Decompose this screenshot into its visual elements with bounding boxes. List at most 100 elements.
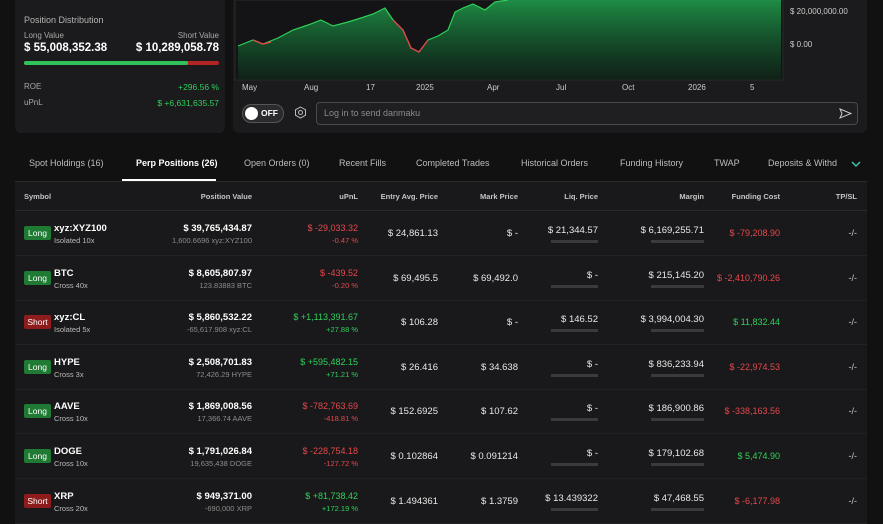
position-size: 123.83883 BTC bbox=[199, 280, 252, 290]
position-size: -690,000 XRP bbox=[204, 503, 252, 513]
liq-price: $ - bbox=[586, 448, 598, 459]
x-label: Apr bbox=[487, 83, 500, 92]
upnl: $ -228,754.18 bbox=[302, 446, 358, 456]
upnl: $ -439.52 bbox=[319, 267, 358, 278]
tab[interactable]: Funding History bbox=[620, 158, 684, 168]
summary-title: Position Distribution bbox=[24, 15, 104, 25]
margin-mode: Isolated 10x bbox=[54, 236, 95, 245]
x-label: 5 bbox=[750, 83, 755, 92]
danmaku-input[interactable]: Log in to send danmaku bbox=[316, 102, 858, 125]
tab[interactable]: Open Orders (0) bbox=[244, 158, 310, 168]
margin: $ 186,900.86 bbox=[648, 403, 704, 415]
liq-bar bbox=[551, 240, 598, 243]
roe-value: +296.56 % bbox=[178, 82, 219, 92]
liq-bar bbox=[551, 373, 598, 377]
symbol[interactable]: xyz:CL bbox=[54, 312, 86, 324]
margin: $ 6,169,255.71 bbox=[640, 225, 704, 236]
liq-price: $ 13.439322 bbox=[545, 492, 598, 504]
row-divider bbox=[15, 388, 867, 390]
funding-cost: $ 11,832.44 bbox=[733, 317, 780, 328]
position-size: -65,617.908 xyz:CL bbox=[186, 325, 252, 335]
funding-cost: $ -79,208.90 bbox=[729, 228, 780, 238]
upnl-percent: +27.88 % bbox=[326, 325, 358, 335]
x-label: Aug bbox=[304, 83, 319, 92]
symbol[interactable]: XRP bbox=[54, 490, 74, 502]
position-value: $ 1,869,008.56 bbox=[188, 401, 252, 413]
toggle-label: OFF bbox=[261, 108, 278, 118]
upnl-percent: -0.47 % bbox=[332, 236, 358, 245]
tp-sl: -/- bbox=[848, 317, 858, 328]
symbol[interactable]: DOGE bbox=[54, 446, 82, 457]
tab-divider bbox=[15, 181, 867, 182]
tp-sl: -/- bbox=[848, 228, 858, 238]
entry-price: $ 26.416 bbox=[401, 361, 438, 373]
side-badge: Short bbox=[24, 493, 51, 508]
column-header: Position Value bbox=[200, 192, 252, 201]
position-size: 19,635,438 DOGE bbox=[190, 459, 252, 468]
equity-area bbox=[238, 0, 781, 80]
entry-price: $ 106.28 bbox=[401, 317, 438, 329]
danmaku-toggle[interactable]: OFF bbox=[242, 104, 284, 123]
row-divider bbox=[15, 344, 867, 346]
y-label: $ 0.00 bbox=[790, 40, 813, 49]
mark-price: $ 34.638 bbox=[481, 361, 518, 373]
symbol[interactable]: xyz:XYZ100 bbox=[54, 223, 107, 234]
position-value: $ 5,860,532.22 bbox=[188, 312, 252, 324]
tab[interactable]: Historical Orders bbox=[521, 158, 589, 168]
margin-bar bbox=[651, 418, 704, 422]
header-divider bbox=[15, 210, 867, 211]
short-value: $ 10,289,058.78 bbox=[135, 42, 219, 54]
column-header: uPnL bbox=[339, 192, 358, 201]
tab[interactable]: Deposits & Withd bbox=[768, 158, 838, 168]
tp-sl: -/- bbox=[848, 272, 858, 283]
mark-price: $ - bbox=[506, 317, 518, 329]
symbol[interactable]: HYPE bbox=[54, 356, 80, 368]
tab[interactable]: Perp Positions (26) bbox=[136, 158, 218, 168]
mark-price: $ 107.62 bbox=[481, 406, 518, 418]
upnl-percent: +71.21 % bbox=[326, 369, 358, 379]
side-badge: Short bbox=[24, 315, 51, 330]
send-icon[interactable] bbox=[839, 107, 852, 120]
equity-line bbox=[427, 0, 509, 41]
x-label: 17 bbox=[366, 83, 375, 92]
column-header: Mark Price bbox=[480, 192, 518, 201]
long-label: Long Value bbox=[24, 31, 64, 40]
symbol[interactable]: BTC bbox=[54, 267, 74, 279]
liq-price: $ 146.52 bbox=[561, 314, 598, 326]
tabs-chevron[interactable] bbox=[851, 160, 861, 168]
table-bg bbox=[15, 182, 867, 523]
margin-bar bbox=[651, 284, 704, 288]
tp-sl: -/- bbox=[848, 361, 858, 372]
margin-bar bbox=[651, 240, 704, 243]
tp-sl: -/- bbox=[848, 495, 858, 506]
position-value: $ 949,371.00 bbox=[196, 490, 252, 502]
margin: $ 836,233.94 bbox=[648, 358, 704, 370]
margin-mode: Cross 10x bbox=[54, 459, 88, 468]
mark-price: $ 69,492.0 bbox=[473, 272, 518, 284]
liq-price: $ 21,344.57 bbox=[547, 225, 598, 236]
long-share-bar bbox=[24, 61, 189, 65]
position-value: $ 39,765,434.87 bbox=[183, 223, 252, 234]
column-header: TP/SL bbox=[835, 192, 857, 201]
margin-bar bbox=[651, 463, 704, 466]
y-label: $ 20,000,000.00 bbox=[790, 7, 848, 16]
tab[interactable]: Spot Holdings (16) bbox=[29, 158, 104, 168]
liq-bar bbox=[551, 329, 598, 333]
tab[interactable]: TWAP bbox=[714, 158, 740, 168]
liq-price: $ - bbox=[586, 358, 598, 370]
x-label: May bbox=[242, 83, 258, 92]
entry-price: $ 69,495.5 bbox=[393, 272, 438, 284]
short-label: Short Value bbox=[177, 31, 219, 40]
column-header: Entry Avg. Price bbox=[380, 192, 438, 201]
tp-sl: -/- bbox=[848, 406, 858, 417]
upnl: $ +1,113,391.67 bbox=[293, 312, 358, 323]
symbol[interactable]: AAVE bbox=[54, 401, 80, 413]
upnl-value: $ +6,631,635.57 bbox=[157, 98, 219, 108]
summary-card: Position Distribution Long Value Short V… bbox=[15, 0, 225, 133]
margin: $ 215,145.20 bbox=[648, 269, 704, 281]
settings-icon[interactable] bbox=[294, 106, 307, 119]
x-label: Jul bbox=[556, 83, 567, 92]
tab[interactable]: Completed Trades bbox=[416, 158, 490, 168]
tab[interactable]: Recent Fills bbox=[339, 158, 387, 168]
